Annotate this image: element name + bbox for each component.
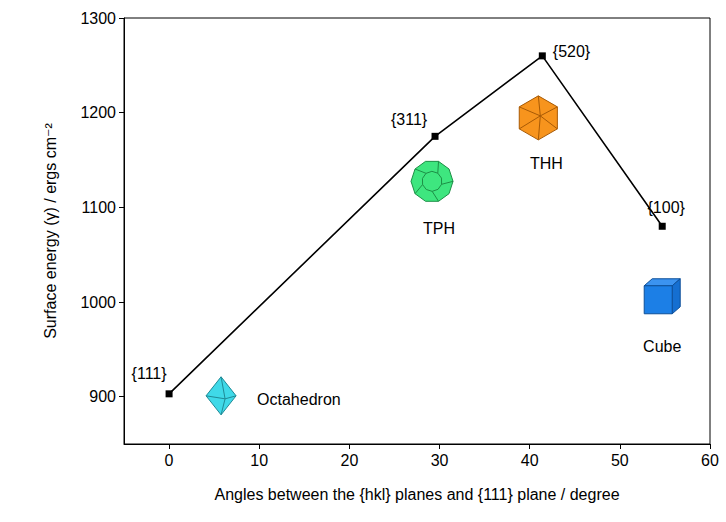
- svg-text:{520}: {520}: [553, 43, 591, 60]
- svg-text:Cube: Cube: [643, 338, 681, 355]
- svg-text:Angles between the {hkl} plane: Angles between the {hkl} planes and {111…: [214, 486, 619, 503]
- svg-text:Octahedron: Octahedron: [257, 391, 341, 408]
- svg-text:{311}: {311}: [391, 111, 428, 128]
- svg-text:0: 0: [165, 452, 174, 469]
- svg-text:60: 60: [701, 452, 719, 469]
- svg-text:Surface energy (γ) / ergs cm⁻²: Surface energy (γ) / ergs cm⁻²: [42, 123, 59, 339]
- svg-text:1300: 1300: [80, 10, 116, 27]
- svg-text:20: 20: [340, 452, 358, 469]
- svg-text:900: 900: [89, 388, 116, 405]
- svg-text:40: 40: [521, 452, 539, 469]
- svg-text:30: 30: [431, 452, 449, 469]
- svg-text:{111}: {111}: [132, 365, 168, 382]
- svg-text:{100}: {100}: [648, 199, 686, 216]
- svg-text:10: 10: [250, 452, 268, 469]
- svg-text:TPH: TPH: [423, 220, 455, 237]
- svg-text:THH: THH: [530, 155, 563, 172]
- svg-text:50: 50: [611, 452, 629, 469]
- svg-text:1200: 1200: [80, 104, 116, 121]
- svg-text:1000: 1000: [80, 294, 116, 311]
- svg-text:1100: 1100: [82, 199, 117, 216]
